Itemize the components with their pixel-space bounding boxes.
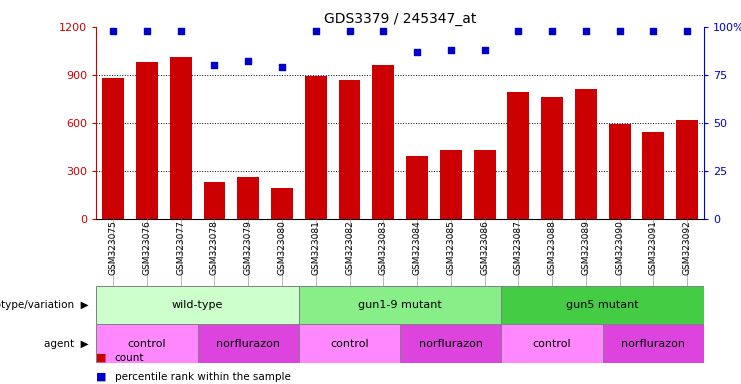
Text: gun5 mutant: gun5 mutant bbox=[566, 300, 639, 310]
Bar bbox=[96, 286, 299, 324]
Bar bbox=[271, 188, 293, 219]
Point bbox=[445, 47, 456, 53]
Bar bbox=[305, 76, 327, 219]
Bar bbox=[400, 324, 502, 363]
Text: GSM323076: GSM323076 bbox=[142, 220, 151, 275]
Point bbox=[276, 64, 288, 70]
Point bbox=[310, 28, 322, 34]
Point bbox=[411, 49, 423, 55]
Text: ■: ■ bbox=[96, 353, 107, 363]
Text: GSM323089: GSM323089 bbox=[581, 220, 591, 275]
Text: GSM323075: GSM323075 bbox=[109, 220, 118, 275]
Text: GSM323088: GSM323088 bbox=[548, 220, 556, 275]
Bar bbox=[406, 157, 428, 219]
Point bbox=[546, 28, 558, 34]
Text: norflurazon: norflurazon bbox=[419, 339, 483, 349]
Text: GSM323090: GSM323090 bbox=[615, 220, 624, 275]
Point bbox=[580, 28, 592, 34]
Text: GSM323080: GSM323080 bbox=[277, 220, 287, 275]
Bar bbox=[299, 286, 502, 324]
Text: norflurazon: norflurazon bbox=[216, 339, 280, 349]
Bar bbox=[96, 324, 198, 363]
Text: GSM323082: GSM323082 bbox=[345, 220, 354, 275]
Bar bbox=[676, 120, 698, 219]
Text: count: count bbox=[115, 353, 144, 363]
Text: GSM323087: GSM323087 bbox=[514, 220, 523, 275]
Bar bbox=[541, 97, 563, 219]
Text: GSM323081: GSM323081 bbox=[311, 220, 320, 275]
Text: GSM323085: GSM323085 bbox=[446, 220, 455, 275]
Text: GSM323078: GSM323078 bbox=[210, 220, 219, 275]
Text: wild-type: wild-type bbox=[172, 300, 223, 310]
Bar bbox=[440, 150, 462, 219]
Point bbox=[377, 28, 389, 34]
Text: control: control bbox=[127, 339, 166, 349]
Text: GSM323086: GSM323086 bbox=[480, 220, 489, 275]
Text: GSM323083: GSM323083 bbox=[379, 220, 388, 275]
Bar bbox=[608, 124, 631, 219]
Bar bbox=[575, 89, 597, 219]
Title: GDS3379 / 245347_at: GDS3379 / 245347_at bbox=[324, 12, 476, 26]
Bar bbox=[102, 78, 124, 219]
Bar bbox=[473, 150, 496, 219]
Bar bbox=[602, 324, 704, 363]
Bar bbox=[170, 57, 192, 219]
Text: GSM323077: GSM323077 bbox=[176, 220, 185, 275]
Text: norflurazon: norflurazon bbox=[621, 339, 685, 349]
Point bbox=[512, 28, 524, 34]
Point bbox=[614, 28, 625, 34]
Text: ■: ■ bbox=[96, 372, 107, 382]
Bar bbox=[198, 324, 299, 363]
Text: genotype/variation  ▶: genotype/variation ▶ bbox=[0, 300, 89, 310]
Point bbox=[141, 28, 153, 34]
Point bbox=[648, 28, 659, 34]
Text: GSM323091: GSM323091 bbox=[649, 220, 658, 275]
Bar bbox=[136, 62, 158, 219]
Text: control: control bbox=[330, 339, 369, 349]
Bar bbox=[237, 177, 259, 219]
Point bbox=[344, 28, 356, 34]
Point bbox=[681, 28, 693, 34]
Text: control: control bbox=[533, 339, 571, 349]
Text: percentile rank within the sample: percentile rank within the sample bbox=[115, 372, 290, 382]
Bar bbox=[299, 324, 400, 363]
Point bbox=[242, 58, 254, 65]
Bar bbox=[508, 93, 529, 219]
Text: gun1-9 mutant: gun1-9 mutant bbox=[358, 300, 442, 310]
Text: GSM323092: GSM323092 bbox=[682, 220, 691, 275]
Bar bbox=[642, 132, 664, 219]
Text: GSM323084: GSM323084 bbox=[413, 220, 422, 275]
Text: GSM323079: GSM323079 bbox=[244, 220, 253, 275]
Bar bbox=[502, 286, 704, 324]
Bar bbox=[502, 324, 602, 363]
Point bbox=[107, 28, 119, 34]
Bar bbox=[372, 65, 394, 219]
Bar bbox=[204, 182, 225, 219]
Text: agent  ▶: agent ▶ bbox=[44, 339, 89, 349]
Point bbox=[208, 62, 220, 68]
Point bbox=[175, 28, 187, 34]
Point bbox=[479, 47, 491, 53]
Bar bbox=[339, 79, 360, 219]
